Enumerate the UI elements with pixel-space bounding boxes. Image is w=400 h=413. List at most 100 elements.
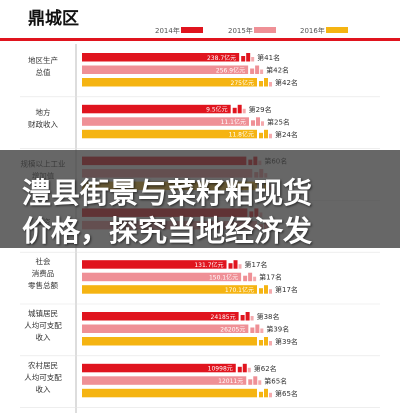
bar-step xyxy=(259,132,263,139)
rank-label: 第39名 xyxy=(275,337,298,346)
bar xyxy=(82,324,249,333)
bar-step xyxy=(264,285,268,294)
bar-step xyxy=(246,53,251,62)
bar-value-label: 9.5亿元 xyxy=(206,106,228,114)
bar xyxy=(82,312,239,321)
bar-value-label: 238.7亿元 xyxy=(207,54,236,62)
rank-label: 第24名 xyxy=(275,130,298,139)
bar-value-label: 170.1亿元 xyxy=(225,286,254,294)
bar-step xyxy=(264,337,268,346)
bar-step xyxy=(264,78,268,87)
legend-label: 2015年 xyxy=(228,26,253,35)
category-label: 人均可支配 xyxy=(24,372,62,382)
bar xyxy=(82,388,257,398)
bar-step xyxy=(237,366,242,373)
category-label: 城镇居民 xyxy=(28,308,58,318)
bar-step xyxy=(240,315,245,321)
rank-label: 第42名 xyxy=(275,78,298,87)
category-label: 人均可支配 xyxy=(24,320,62,330)
bar-value-label: 26205元 xyxy=(220,326,245,333)
bar-step xyxy=(228,263,233,269)
legend-label: 2016年 xyxy=(300,26,325,35)
bar-value-label: 12011元 xyxy=(218,378,243,385)
legend-swatch xyxy=(181,27,203,33)
title-underline xyxy=(0,38,400,41)
bar-value-label: 131.7亿元 xyxy=(194,261,223,269)
bar-step xyxy=(259,340,263,346)
bar xyxy=(82,363,236,373)
bar xyxy=(82,337,257,346)
bar-value-label: 24185元 xyxy=(211,314,236,321)
bar-step xyxy=(259,81,263,87)
bar-value-label: 10998元 xyxy=(208,366,233,373)
bar-step xyxy=(269,133,272,139)
bar-step xyxy=(232,107,237,114)
bar xyxy=(82,78,257,87)
rank-label: 第41名 xyxy=(257,53,280,62)
rank-label: 第65名 xyxy=(264,376,287,385)
bar-step xyxy=(269,392,272,398)
bar-step xyxy=(245,312,250,321)
rank-label: 第29名 xyxy=(249,105,272,114)
bar-step xyxy=(243,275,248,282)
bar-step xyxy=(264,129,268,139)
bar-step xyxy=(248,379,253,385)
bar-step xyxy=(238,264,242,269)
rank-label: 第17名 xyxy=(245,260,268,269)
rank-label: 第25名 xyxy=(267,117,290,126)
legend-swatch xyxy=(326,27,348,33)
bar xyxy=(82,65,249,74)
category-label: 收入 xyxy=(36,332,51,342)
rank-label: 第42名 xyxy=(266,66,289,75)
bar xyxy=(82,260,227,269)
bar-step xyxy=(251,57,255,62)
bar-value-label: 275亿元 xyxy=(231,79,254,87)
category-label: 地方 xyxy=(36,107,51,117)
bar xyxy=(82,129,257,139)
category-label: 社会 xyxy=(36,256,51,266)
rank-label: 第38名 xyxy=(257,312,280,321)
category-label: 收入 xyxy=(36,384,51,394)
bar xyxy=(82,376,247,385)
bar-step xyxy=(259,391,263,398)
bar xyxy=(82,104,231,114)
bar xyxy=(82,117,249,126)
category-label: 地区生产 xyxy=(28,55,58,65)
bar xyxy=(82,53,240,62)
category-label: 农村居民 xyxy=(28,360,58,370)
bar-value-label: 11.8亿元 xyxy=(229,131,254,139)
bar-step xyxy=(250,316,254,321)
bar-value-label: 256.9亿元 xyxy=(216,66,245,74)
category-label: 消费品 xyxy=(32,268,55,278)
category-label: 财政收入 xyxy=(28,119,58,129)
bar-step xyxy=(269,289,272,294)
bar-step xyxy=(255,324,260,333)
bar-step xyxy=(269,82,272,87)
bar-step xyxy=(237,104,242,114)
category-label: 总值 xyxy=(36,67,51,77)
chart-title: 鼎城区 xyxy=(28,9,79,29)
rank-label: 第62名 xyxy=(254,364,277,373)
bar-step xyxy=(255,65,260,74)
bar-step xyxy=(242,108,246,114)
headline-line-2: 价格，探究当地经济发 xyxy=(22,214,313,248)
bar-step xyxy=(242,363,247,373)
bar-step xyxy=(250,327,255,333)
bar-step xyxy=(248,272,253,282)
bar-value-label: 150.1亿元 xyxy=(209,274,238,282)
legend-label: 2014年 xyxy=(155,26,180,35)
bar-step xyxy=(264,388,268,398)
headline-banner xyxy=(0,150,400,248)
rank-label: 第17名 xyxy=(259,273,282,282)
bar-step xyxy=(253,276,257,282)
bar-step xyxy=(250,120,255,126)
bar-step xyxy=(253,376,258,385)
bar xyxy=(82,272,242,282)
rank-label: 第39名 xyxy=(266,325,289,334)
bar-step xyxy=(258,380,262,385)
headline-line-1: 澧县街景与菜籽粕现货 xyxy=(22,176,313,210)
rank-label: 第65名 xyxy=(275,389,298,398)
bar-step xyxy=(269,341,272,346)
bar-value-label: 11.1亿元 xyxy=(221,118,246,126)
